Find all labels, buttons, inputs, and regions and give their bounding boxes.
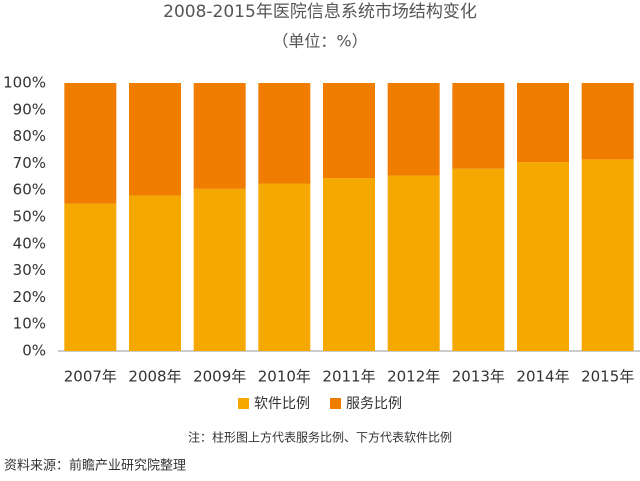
y-tick-label: 0% [22, 342, 46, 360]
bar-segment [64, 203, 117, 351]
bar-segment [193, 83, 246, 189]
y-tick-label: 50% [13, 208, 46, 226]
y-tick-label: 30% [13, 261, 46, 279]
y-tick-label: 10% [13, 315, 46, 333]
bar-segment [387, 175, 440, 351]
legend-swatch [238, 398, 249, 409]
y-tick-label: 60% [13, 181, 46, 199]
bar-segment [193, 188, 246, 351]
chart-title: 2008-2015年医院信息系统市场结构变化 [163, 2, 477, 22]
bar-segment [452, 168, 505, 351]
x-tick-label: 2010年 [258, 368, 311, 386]
note: 注：柱形图上方代表服务比例、下方代表软件比例 [188, 430, 452, 445]
bar-segment [387, 83, 440, 176]
y-tick-label: 70% [13, 154, 46, 172]
y-tick-label: 100% [3, 74, 46, 92]
x-tick-label: 2011年 [322, 368, 375, 386]
bar-segment [323, 178, 375, 351]
x-tick-label: 2007年 [64, 368, 117, 386]
bar-segment [258, 83, 311, 184]
x-tick-label: 2015年 [581, 368, 634, 386]
bar-segment [517, 162, 569, 351]
bar-segment [129, 195, 181, 351]
x-tick-label: 2012年 [387, 368, 440, 386]
x-tick-label: 2013年 [452, 368, 505, 386]
chart-subtitle: （单位：%） [272, 32, 367, 51]
x-tick-label: 2009年 [193, 368, 246, 386]
y-tick-label: 20% [13, 288, 46, 306]
legend-label: 服务比例 [346, 396, 402, 412]
y-tick-label: 90% [13, 100, 46, 118]
legend-label: 软件比例 [254, 396, 310, 412]
bar-segment [64, 83, 117, 204]
bar-segment [452, 83, 505, 169]
bar-segment [323, 83, 375, 179]
y-tick-label: 40% [13, 234, 46, 252]
x-tick-label: 2008年 [128, 368, 181, 386]
legend-swatch [330, 398, 341, 409]
bar-segment [258, 183, 311, 351]
bar-segment [129, 83, 181, 196]
bar-segment [517, 83, 569, 163]
x-tick-label: 2014年 [516, 368, 569, 386]
y-tick-label: 80% [13, 127, 46, 145]
bar-segment [581, 159, 634, 351]
bar-segment [581, 83, 634, 160]
source: 资料来源：前瞻产业研究院整理 [4, 458, 186, 474]
